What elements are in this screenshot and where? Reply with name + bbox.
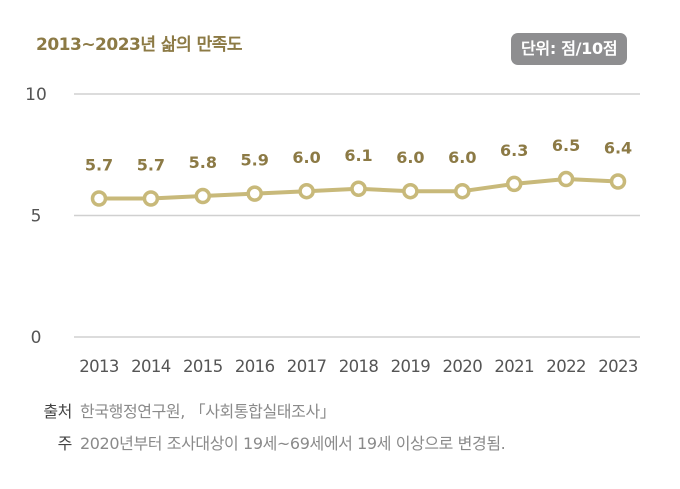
- data-point: [557, 170, 575, 188]
- value-label: 6.0: [396, 148, 424, 167]
- source-text: 한국행정연구원, 「사회통합실태조사」: [80, 402, 336, 421]
- data-point: [90, 190, 108, 207]
- x-tick-label: 2015: [183, 357, 223, 376]
- y-tick-label: 10: [25, 85, 47, 105]
- value-label: 6.0: [292, 148, 320, 167]
- line-chart: 0 5 10 2013 2014 2015 2016 2017 2018 2019 2020 202…: [25, 85, 640, 376]
- value-label: 6.5: [552, 136, 580, 155]
- value-label: 6.4: [604, 138, 632, 157]
- data-point: [194, 187, 212, 205]
- y-tick-label: 5: [31, 207, 42, 227]
- y-tick-label: 0: [31, 328, 42, 348]
- value-label: 6.0: [448, 148, 476, 167]
- x-tick-label: 2019: [391, 357, 431, 376]
- source-row: 출처 한국행정연구원, 「사회통합실태조사」: [28, 398, 335, 422]
- data-point: [142, 190, 160, 207]
- x-tick-label: 2020: [443, 357, 483, 376]
- x-tick-label: 2017: [287, 357, 327, 376]
- value-label: 5.8: [189, 153, 217, 172]
- x-tick-label: 2013: [79, 357, 119, 376]
- unit-badge: 단위: 점/10점: [511, 33, 628, 65]
- value-label: 5.7: [85, 155, 113, 174]
- chart-title: 2013~2023년 삶의 만족도: [36, 35, 243, 55]
- x-tick-label: 2023: [598, 357, 638, 376]
- value-labels: 5.7 5.7 5.8 5.9 6.0 6.1 6.0 6.0 6.3 6.5 6.4: [85, 136, 632, 174]
- x-tick-label: 2021: [494, 357, 534, 376]
- y-axis-ticks: 0 5 10: [25, 85, 47, 348]
- value-label: 5.9: [241, 151, 269, 170]
- x-tick-label: 2016: [235, 357, 275, 376]
- x-axis-ticks: 2013 2014 2015 2016 2017 2018 2019 2020 2021 2022…: [79, 357, 638, 376]
- value-label: 6.3: [500, 141, 528, 160]
- data-point: [246, 185, 263, 202]
- x-tick-label: 2014: [131, 357, 171, 376]
- source-label: 출처: [43, 402, 72, 421]
- data-points: [90, 170, 627, 207]
- note-label: 주: [57, 434, 73, 453]
- value-label: 6.1: [344, 146, 372, 165]
- data-point: [402, 182, 419, 200]
- note-row: 주 2020년부터 조사대상이 19세~69세에서 19세 이상으로 변경됨.: [28, 430, 506, 454]
- data-point: [454, 182, 471, 200]
- note-text: 2020년부터 조사대상이 19세~69세에서 19세 이상으로 변경됨.: [80, 434, 506, 453]
- data-point: [298, 182, 315, 200]
- gridlines: [74, 93, 640, 338]
- x-tick-label: 2022: [546, 357, 586, 376]
- data-point: [505, 175, 523, 193]
- data-point: [350, 180, 367, 198]
- value-label: 5.7: [137, 155, 165, 174]
- data-point: [609, 173, 627, 190]
- x-tick-label: 2018: [339, 357, 379, 376]
